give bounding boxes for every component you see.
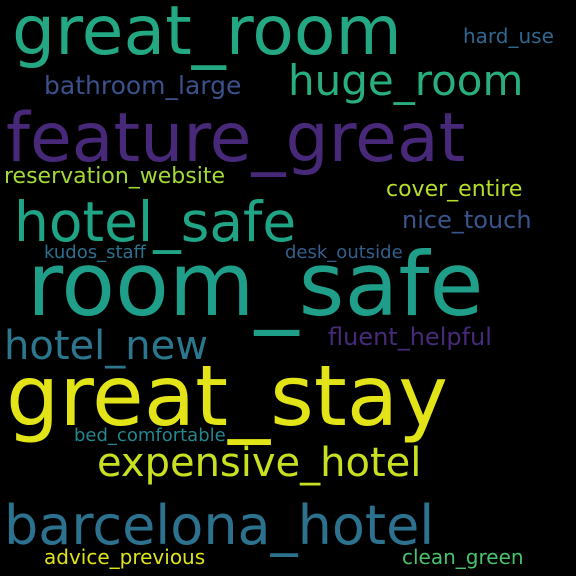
word-feature-great: feature_great bbox=[6, 99, 466, 178]
word-huge-room: huge_room bbox=[288, 56, 524, 105]
word-nice-touch: nice_touch bbox=[402, 206, 532, 234]
word-hotel-safe: hotel_safe bbox=[14, 190, 297, 254]
word-room-safe: room_safe bbox=[27, 233, 484, 336]
word-hotel-new: hotel_new bbox=[4, 323, 208, 369]
word-kudos-staff: kudos_staff bbox=[44, 242, 146, 263]
word-barcelona-hotel: barcelona_hotel bbox=[4, 494, 435, 557]
word-reservation-website: reservation_website bbox=[4, 164, 226, 189]
word-expensive-hotel: expensive_hotel bbox=[97, 440, 422, 486]
word-desk-outside: desk_outside bbox=[285, 242, 403, 263]
word-bathroom-large: bathroom_large bbox=[44, 71, 242, 100]
word-great-room: great_room bbox=[12, 0, 402, 71]
word-hard-use: hard_use bbox=[463, 24, 554, 48]
word-fluent-helpful: fluent_helpful bbox=[328, 323, 492, 351]
word-bed-comfortable: bed_comfortable bbox=[74, 425, 226, 446]
word-advice-previous: advice_previous bbox=[44, 545, 206, 569]
word-great-stay: great_stay bbox=[6, 347, 448, 445]
word-cover-entire: cover_entire bbox=[386, 177, 523, 202]
word-clean-green: clean_green bbox=[402, 545, 524, 569]
